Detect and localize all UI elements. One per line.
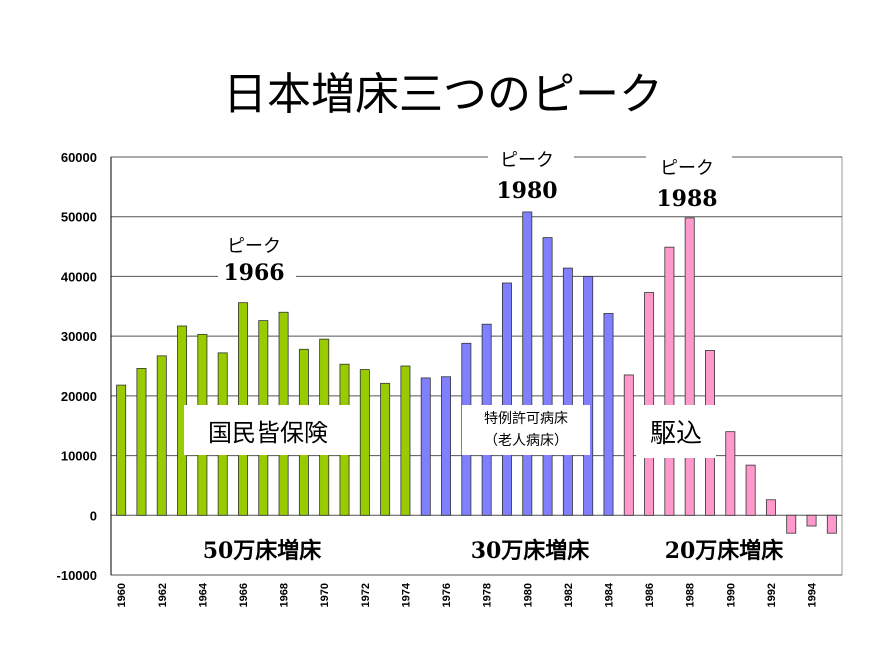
series-label-300k: 30万床増床 bbox=[471, 538, 591, 564]
x-tick-label: 1986 bbox=[644, 583, 656, 607]
bar-1974 bbox=[400, 365, 411, 516]
bar-1960 bbox=[116, 384, 127, 516]
series-label-200k: 20万床増床 bbox=[665, 538, 785, 564]
x-tick-label: 1976 bbox=[441, 583, 453, 607]
bar-1985 bbox=[623, 374, 634, 516]
x-tick-label: 1988 bbox=[685, 583, 697, 607]
peak-1980-label: ピーク bbox=[500, 150, 554, 171]
x-tick-label: 1980 bbox=[522, 583, 534, 607]
y-tick-label: -10000 bbox=[57, 568, 97, 583]
bar-1994 bbox=[806, 514, 817, 527]
bar-1982 bbox=[562, 267, 573, 516]
bar-1972 bbox=[359, 369, 370, 516]
x-tick-label: 1990 bbox=[725, 583, 737, 607]
cause-label-special-beds: 特例許可病床 bbox=[484, 411, 568, 427]
x-tick-label: 1978 bbox=[482, 583, 494, 607]
x-tick-label: 1972 bbox=[360, 583, 372, 607]
bar-1992 bbox=[765, 499, 776, 516]
bar-1991 bbox=[745, 464, 756, 516]
label-background bbox=[488, 144, 574, 206]
y-tick-label: 0 bbox=[90, 508, 97, 523]
label-background bbox=[218, 230, 296, 288]
x-tick-label: 1984 bbox=[603, 582, 615, 607]
cause-label-universal-insurance: 国民皆保険 bbox=[208, 419, 328, 447]
cause-label-rush: 駆込 bbox=[650, 419, 702, 449]
x-tick-label: 1970 bbox=[319, 583, 331, 607]
series-label-500k: 50万床増床 bbox=[203, 538, 323, 564]
label-background bbox=[184, 405, 352, 455]
bar-1962 bbox=[156, 355, 167, 516]
x-tick-label: 1982 bbox=[563, 583, 575, 607]
cause-label-elderly-beds: （老人病床） bbox=[484, 433, 568, 449]
y-tick-label: 30000 bbox=[61, 329, 97, 344]
y-tick-label: 50000 bbox=[61, 210, 97, 225]
y-tick-label: 20000 bbox=[61, 389, 97, 404]
y-tick-label: 60000 bbox=[61, 150, 97, 165]
bar-1987 bbox=[664, 246, 675, 516]
bar-1981 bbox=[542, 237, 553, 516]
y-tick-label: 10000 bbox=[61, 449, 97, 464]
label-background bbox=[646, 152, 732, 210]
bar-1983 bbox=[583, 276, 594, 516]
x-tick-label: 1968 bbox=[279, 583, 291, 607]
x-tick-label: 1992 bbox=[766, 583, 778, 607]
bar-1976 bbox=[441, 376, 452, 516]
bar-1986 bbox=[644, 292, 655, 516]
label-background bbox=[636, 405, 716, 458]
bar-1995 bbox=[826, 514, 837, 534]
x-tick-label: 1960 bbox=[116, 583, 128, 607]
peak-1966-year: 1966 bbox=[223, 260, 284, 286]
x-tick-label: 1994 bbox=[807, 582, 819, 607]
bar-1988 bbox=[684, 217, 695, 516]
y-tick-label: 40000 bbox=[61, 269, 97, 284]
bar-1975 bbox=[420, 377, 431, 516]
x-tick-label: 1962 bbox=[157, 583, 169, 607]
bar-1984 bbox=[603, 313, 614, 516]
peak-1988-label: ピーク bbox=[660, 158, 714, 179]
bar-1961 bbox=[136, 367, 147, 516]
bar-1993 bbox=[786, 514, 797, 534]
bar-1990 bbox=[725, 431, 736, 516]
chart-title: 日本増床三つのピーク bbox=[223, 69, 663, 120]
bar-1980 bbox=[522, 211, 533, 516]
peak-1988-year: 1988 bbox=[656, 186, 717, 212]
peak-1966-label: ピーク bbox=[227, 236, 281, 257]
x-tick-label: 1964 bbox=[197, 582, 209, 607]
bar-1979 bbox=[501, 282, 512, 516]
label-background bbox=[462, 405, 590, 455]
peak-1980-year: 1980 bbox=[496, 178, 557, 204]
x-tick-label: 1966 bbox=[238, 583, 250, 607]
x-tick-label: 1974 bbox=[400, 582, 412, 607]
bar-1973 bbox=[380, 382, 391, 516]
